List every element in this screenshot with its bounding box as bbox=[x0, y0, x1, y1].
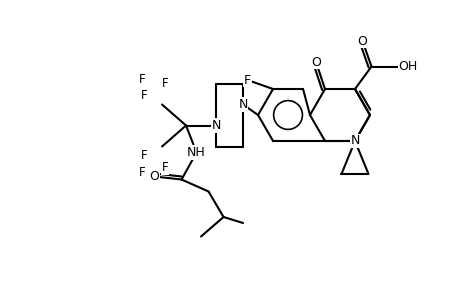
Text: F: F bbox=[140, 149, 147, 162]
Text: F: F bbox=[139, 166, 146, 178]
Text: F: F bbox=[162, 161, 168, 174]
Text: N: N bbox=[238, 98, 247, 111]
Text: N: N bbox=[350, 134, 359, 148]
Text: F: F bbox=[139, 73, 146, 85]
Text: F: F bbox=[140, 89, 147, 102]
Text: F: F bbox=[243, 74, 251, 86]
Text: O: O bbox=[310, 56, 320, 68]
Text: NH: NH bbox=[187, 146, 206, 159]
Text: F: F bbox=[162, 77, 168, 90]
Text: O: O bbox=[357, 34, 367, 47]
Text: N: N bbox=[211, 119, 220, 132]
Text: OH: OH bbox=[397, 60, 417, 73]
Text: O: O bbox=[149, 170, 159, 183]
